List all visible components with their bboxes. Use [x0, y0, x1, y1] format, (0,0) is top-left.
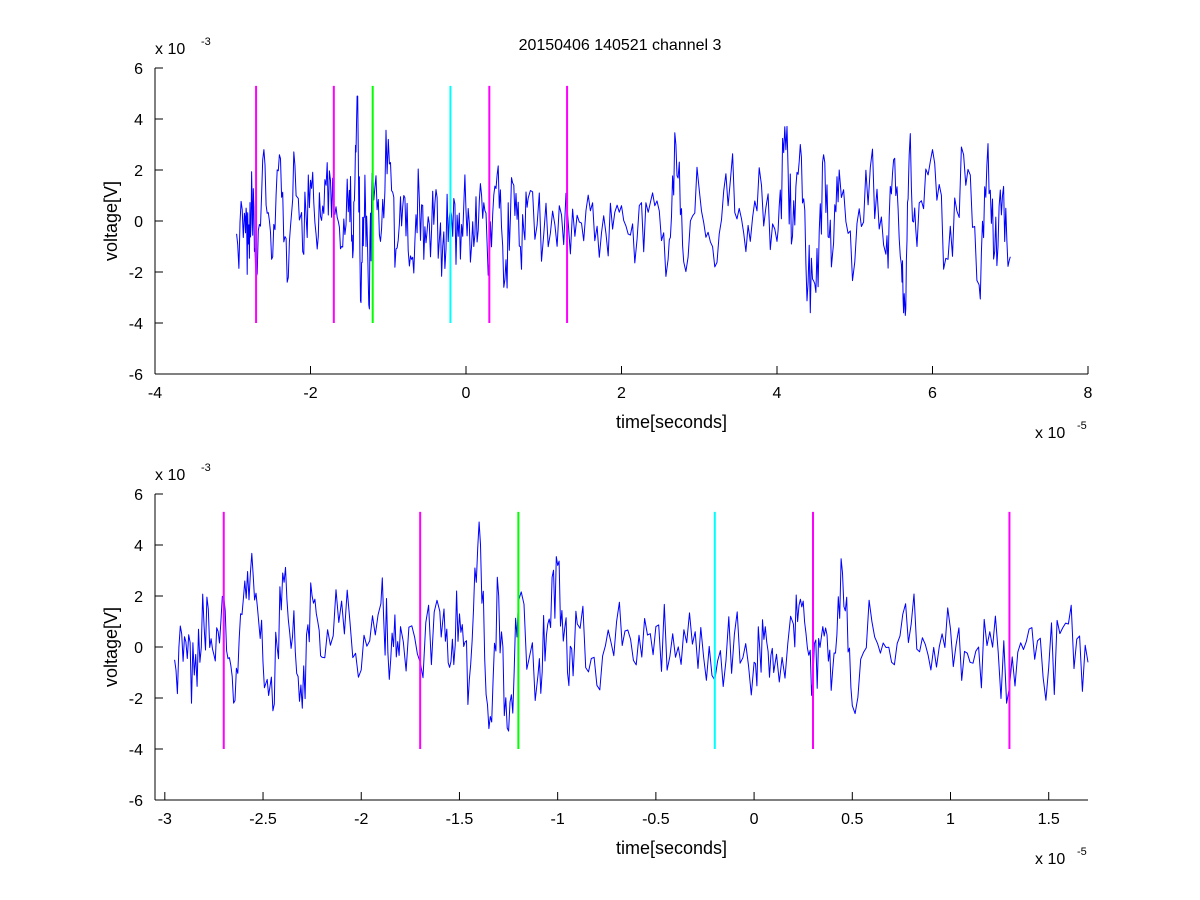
bottom-y-tick-label: -6 [129, 793, 143, 810]
top-x-exponent-power: -5 [1077, 420, 1087, 432]
bottom-x-tick-label: -2 [354, 811, 368, 828]
bottom-x-tick-label: 0 [750, 811, 759, 828]
bottom-y-axis-label: voltage[V] [101, 607, 121, 687]
top-x-tick-label: 6 [928, 385, 937, 402]
top-y-exponent-power: -3 [201, 36, 211, 48]
top-y-tick-label: -6 [129, 367, 143, 384]
top-voltage-trace [236, 95, 1011, 316]
bottom-voltage-trace [174, 521, 1089, 732]
bottom-axes: -3 -2.5 -2 -1.5 -1 -0.5 0 0.5 1 1.5 -6 -4 -2 0 2 4 6 x 10… [101, 462, 1089, 868]
bottom-x-exponent-label: x 10 [1035, 851, 1065, 868]
bottom-x-tick-label: -1.5 [446, 811, 474, 828]
top-x-tick-label: 0 [462, 385, 471, 402]
top-x-exponent-label: x 10 [1035, 425, 1065, 442]
top-x-tick-label: 4 [773, 385, 782, 402]
bottom-x-axis-label: time[seconds] [616, 838, 727, 858]
top-x-tick-label: -4 [148, 385, 162, 402]
bottom-y-exponent-power: -3 [201, 462, 211, 474]
bottom-y-tick-label: -4 [129, 742, 143, 759]
figure-title: 20150406 140521 channel 3 [519, 37, 722, 54]
bottom-x-tick-label: -0.5 [642, 811, 670, 828]
bottom-y-tick-label: 6 [134, 487, 143, 504]
bottom-y-tick-label: 0 [134, 640, 143, 657]
bottom-x-tick-label: -3 [158, 811, 172, 828]
top-x-tick-label: -2 [303, 385, 317, 402]
bottom-y-exponent-label: x 10 [155, 467, 185, 484]
bottom-y-tick-label: -2 [129, 691, 143, 708]
top-x-tick-label: 8 [1084, 385, 1093, 402]
top-y-tick-label: 0 [134, 214, 143, 231]
top-y-tick-label: 2 [134, 163, 143, 180]
bottom-x-tick-label: 1.5 [1038, 811, 1060, 828]
top-axes: -4 -2 0 2 4 6 8 -6 -4 -2 0 2 4 6 x 10 -3 x 10 -5 time[sec… [101, 36, 1093, 442]
bottom-y-tick-label: 4 [134, 538, 143, 555]
top-y-tick-label: -4 [129, 316, 143, 333]
bottom-x-tick-label: 0.5 [841, 811, 863, 828]
top-y-tick-label: 4 [134, 112, 143, 129]
bottom-x-exponent-power: -5 [1077, 846, 1087, 858]
bottom-x-tick-label: -2.5 [249, 811, 277, 828]
top-y-tick-label: 6 [134, 61, 143, 78]
bottom-x-tick-label: -1 [551, 811, 565, 828]
bottom-y-tick-label: 2 [134, 589, 143, 606]
bottom-x-tick-label: 1 [946, 811, 955, 828]
top-y-tick-label: -2 [129, 265, 143, 282]
top-y-axis-label: voltage[V] [101, 181, 121, 261]
top-x-axis-label: time[seconds] [616, 412, 727, 432]
top-x-tick-label: 2 [617, 385, 626, 402]
top-y-exponent-label: x 10 [155, 41, 185, 58]
